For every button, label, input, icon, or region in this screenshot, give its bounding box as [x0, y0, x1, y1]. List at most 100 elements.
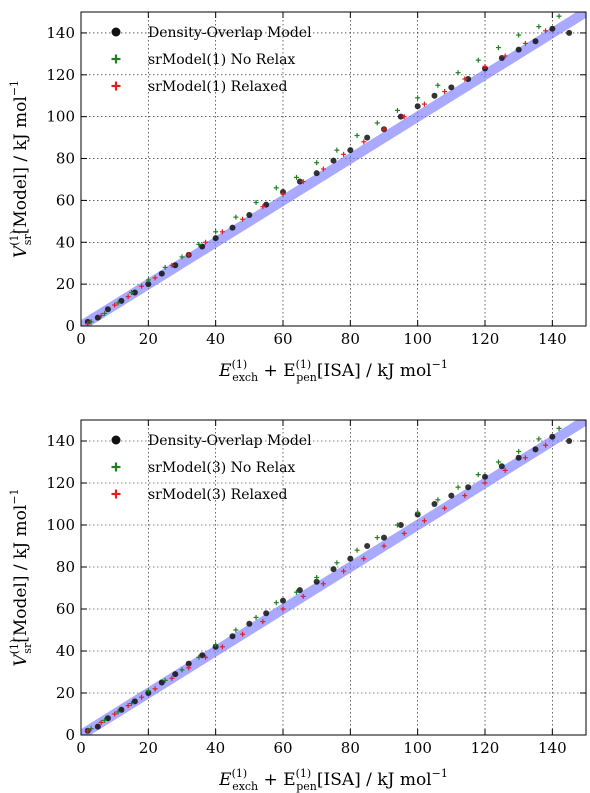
data-point — [219, 229, 225, 235]
y-tick-label: 140 — [46, 432, 75, 450]
data-point — [186, 665, 192, 671]
data-point — [280, 191, 286, 197]
data-point — [152, 686, 158, 692]
data-point — [240, 216, 246, 222]
data-point — [364, 543, 371, 549]
y-label-main: V — [11, 653, 31, 667]
series-2 — [88, 13, 562, 325]
data-point — [536, 436, 542, 442]
data-point — [515, 454, 522, 461]
data-point — [330, 566, 337, 573]
y-tick-label: 0 — [65, 317, 75, 335]
x-tick-label: 100 — [403, 739, 432, 757]
data-point — [536, 24, 542, 30]
y-label-sup: (1) — [8, 230, 21, 246]
data-point — [98, 719, 104, 725]
data-point — [330, 157, 337, 164]
data-point — [169, 675, 175, 681]
legend-label: Density-Overlap Model — [148, 433, 312, 449]
data-point — [246, 620, 253, 627]
y-tick-label: 120 — [46, 66, 75, 84]
x-tick-label: 120 — [471, 330, 500, 348]
x-tick-label: 100 — [403, 330, 432, 348]
data-point — [273, 185, 279, 191]
data-point — [131, 289, 138, 296]
x-label-unit-exp: −1 — [432, 767, 448, 780]
x-tick-label: 60 — [273, 739, 292, 757]
tick-marks — [80, 12, 586, 327]
legend-label: srModel(1) Relaxed — [148, 79, 287, 95]
legend: Density-Overlap Model srModel(1) No Relax… — [111, 25, 312, 95]
data-point — [300, 593, 306, 599]
data-point — [381, 543, 387, 549]
x-label-unit-exp: −1 — [432, 358, 448, 371]
data-point — [543, 28, 549, 34]
x-tick-label: 40 — [206, 330, 225, 348]
data-point — [203, 239, 209, 245]
data-point — [495, 459, 501, 465]
x-label-sup2: (1) — [296, 358, 312, 371]
series-3 — [85, 442, 549, 734]
data-point — [498, 463, 505, 470]
data-point — [179, 667, 185, 673]
data-point — [145, 277, 151, 283]
series-3 — [85, 28, 549, 326]
x-tick-label: 40 — [206, 739, 225, 757]
data-point — [397, 113, 404, 120]
reference-band — [81, 12, 586, 326]
data-point — [361, 139, 367, 145]
data-point — [320, 581, 326, 587]
data-point — [549, 433, 556, 440]
data-point — [522, 455, 528, 461]
x-label-plus: + E — [258, 770, 295, 790]
data-point — [104, 306, 111, 313]
data-point — [522, 40, 528, 46]
data-point — [435, 497, 441, 503]
data-point — [102, 310, 108, 316]
data-point — [88, 319, 94, 325]
data-point — [145, 688, 151, 694]
y-tick-label: 80 — [56, 150, 75, 168]
data-point — [515, 46, 522, 53]
data-point — [448, 492, 455, 499]
data-point — [233, 627, 239, 633]
data-point — [455, 484, 461, 490]
data-point — [280, 597, 286, 604]
y-label-sub: sr — [21, 234, 34, 246]
data-point — [296, 587, 303, 594]
data-point — [381, 126, 387, 132]
data-point — [185, 660, 192, 667]
data-point — [213, 229, 219, 235]
data-point — [421, 518, 427, 524]
data-point — [435, 82, 441, 88]
data-point — [212, 235, 219, 242]
y-tick-label: 20 — [56, 684, 75, 702]
data-point — [502, 467, 508, 473]
data-point — [347, 147, 354, 154]
data-point — [415, 509, 421, 515]
data-point — [139, 283, 145, 289]
legend-marker — [111, 81, 121, 91]
data-point — [341, 568, 347, 574]
data-point — [196, 654, 202, 660]
data-point — [354, 547, 360, 553]
data-point — [172, 671, 179, 678]
y-tick-label: 80 — [56, 558, 75, 576]
data-point — [172, 262, 179, 269]
data-point — [566, 29, 573, 36]
data-point — [196, 241, 202, 247]
data-point — [293, 589, 299, 595]
data-point — [341, 151, 347, 157]
data-point — [414, 103, 421, 110]
data-point — [381, 534, 387, 541]
data-point — [556, 425, 562, 431]
y-tick-label: 120 — [46, 474, 75, 492]
data-area — [81, 420, 586, 735]
data-point — [334, 560, 340, 566]
x-tick-label: 60 — [273, 330, 292, 348]
series-1 — [84, 25, 573, 325]
data-point — [465, 484, 472, 491]
x-label-sub2: pen — [296, 371, 317, 384]
x-label-plus: + E — [258, 361, 295, 381]
x-label-sup2: (1) — [296, 767, 312, 780]
